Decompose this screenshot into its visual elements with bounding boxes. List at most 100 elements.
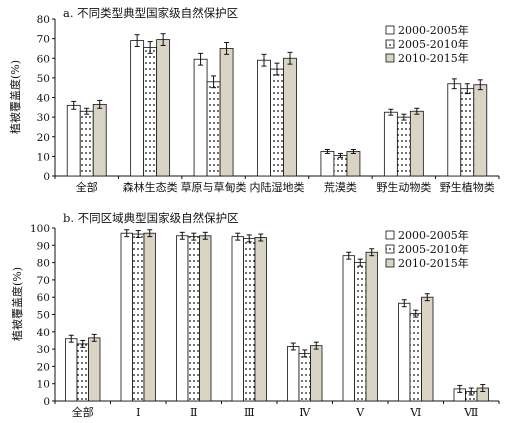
a-ytick-label-6: 60	[37, 53, 50, 65]
b-category-label-7: Ⅶ	[463, 406, 478, 419]
b-bar-2-2	[199, 235, 212, 402]
legend-b-swatch-1	[385, 230, 395, 240]
b-bar-4-1	[298, 353, 311, 402]
a-bar-4-1	[333, 154, 348, 177]
a-category-label-5: 野生动物类	[376, 180, 431, 194]
a-ytick-label-5: 50	[37, 73, 50, 85]
a-bar-3-2	[283, 57, 297, 177]
legend-a-label-3: 2010-2015年	[398, 51, 469, 65]
b-category-label-5: Ⅴ	[355, 406, 365, 419]
b-bar-5-0	[342, 255, 355, 402]
b-bar-6-1	[409, 313, 422, 402]
a-bar-0-0	[66, 104, 81, 177]
b-bar-0-2	[88, 337, 101, 402]
a-bar-6-1	[460, 88, 475, 177]
b-ytick-label-7: 70	[37, 275, 50, 287]
legend-a-label-2: 2005-2010年	[398, 37, 469, 51]
a-bar-0-1	[79, 110, 94, 177]
panel-a-plot: 0 10 20 30 40 50 60 70 80 全部 森林生态类 草原与草甸类 内陆湿地类 荒漠类 野生…	[37, 14, 500, 194]
b-category-label-4: Ⅳ	[299, 406, 311, 419]
b-ytick-label-9: 90	[37, 240, 50, 252]
b-bar-1-2	[143, 232, 156, 402]
b-bar-0-1	[76, 343, 89, 402]
b-category-label-1: Ⅰ	[136, 406, 140, 419]
b-bar-4-0	[287, 346, 300, 402]
b-category-label-3: Ⅲ	[244, 406, 255, 419]
a-bar-2-1	[206, 81, 221, 177]
a-bar-1-1	[143, 47, 158, 177]
b-ytick-label-3: 30	[37, 344, 50, 356]
b-ytick-label-1: 10	[37, 379, 50, 391]
panel-a-legend: 2000-2005年 2005-2010年 2010-2015年	[385, 23, 469, 65]
b-bar-5-1	[354, 262, 367, 402]
panel-b-legend: 2000-2005年 2005-2010年 2010-2015年	[385, 228, 469, 270]
b-bar-0-0	[65, 338, 78, 402]
b-category-label-2: Ⅱ	[190, 406, 197, 419]
legend-b-label-1: 2000-2005年	[398, 228, 469, 242]
a-category-label-4: 荒漠类	[324, 180, 357, 194]
b-bar-6-0	[398, 302, 411, 402]
b-ytick-label-0: 0	[43, 396, 50, 408]
legend-a-swatch-2	[385, 39, 395, 49]
a-bar-2-0	[193, 58, 208, 177]
b-category-label-6: Ⅵ	[409, 406, 421, 419]
b-ytick-label-4: 40	[37, 327, 50, 339]
a-ytick-label-8: 80	[37, 14, 50, 26]
a-bar-4-0	[320, 151, 335, 177]
a-ytick-label-7: 70	[37, 34, 50, 46]
b-ytick-label-6: 60	[37, 292, 50, 304]
b-bar-1-0	[120, 232, 133, 402]
panel-b: b. 不同区域典型国家级自然保护区 植被覆盖度(%) 0 10 20 30 40 50 60…	[10, 211, 500, 419]
b-bar-1-1	[132, 233, 145, 402]
legend-a-swatch-3	[385, 53, 395, 63]
a-ytick-label-2: 20	[37, 132, 50, 144]
b-bar-2-0	[176, 235, 189, 402]
legend-b-label-2: 2005-2010年	[398, 242, 469, 256]
panel-a: a. 不同类型典型国家级自然保护区 植被覆盖度(%) 0 10 20 30 40 50 60…	[8, 6, 500, 194]
legend-a-label-1: 2000-2005年	[398, 23, 469, 37]
panel-b-plot: 0 10 20 30 40 50 60 70 80 90 100 全部 Ⅰ Ⅱ Ⅲ Ⅳ Ⅴ Ⅵ Ⅶ	[30, 223, 500, 419]
panel-b-ylabel: 植被覆盖度(%)	[10, 267, 24, 341]
panel-a-ylabel: 植被覆盖度(%)	[8, 60, 22, 134]
a-category-label-1: 森林生态类	[123, 180, 178, 194]
panel-a-title: a. 不同类型典型国家级自然保护区	[63, 6, 238, 20]
a-bar-3-1	[270, 68, 284, 177]
a-bar-6-2	[473, 84, 488, 177]
a-bar-5-2	[409, 110, 424, 177]
b-ytick-label-2: 20	[37, 361, 50, 373]
a-ytick-label-1: 10	[37, 151, 50, 163]
a-category-label-2: 草原与草甸类	[181, 180, 247, 194]
b-bar-2-1	[187, 236, 200, 402]
a-bar-0-2	[92, 103, 107, 177]
legend-b-swatch-2	[385, 244, 395, 254]
a-bar-6-0	[447, 83, 462, 177]
b-bar-3-2	[254, 237, 267, 402]
a-category-label-6: 野生植物类	[440, 180, 495, 194]
b-bar-6-2	[421, 296, 434, 402]
b-ytick-label-5: 50	[37, 310, 50, 322]
a-bar-4-2	[346, 151, 361, 177]
b-bar-3-1	[243, 237, 256, 402]
a-ytick-label-3: 30	[37, 112, 50, 124]
b-ytick-label-10: 100	[30, 223, 50, 235]
b-category-label-0: 全部	[72, 405, 94, 419]
a-bar-1-0	[130, 40, 145, 177]
legend-b-swatch-3	[385, 258, 395, 268]
a-category-label-0: 全部	[76, 180, 98, 194]
b-bar-3-0	[231, 236, 244, 402]
legend-a-swatch-1	[385, 25, 395, 35]
a-bar-5-0	[383, 111, 398, 177]
a-category-label-3: 内陆湿地类	[250, 180, 305, 194]
b-ytick-label-8: 80	[37, 258, 50, 270]
panel-b-title: b. 不同区域典型国家级自然保护区	[63, 211, 239, 225]
a-bar-1-2	[156, 39, 171, 177]
a-ytick-label-4: 40	[37, 93, 50, 105]
a-bar-5-1	[396, 116, 411, 177]
b-bar-4-2	[310, 345, 323, 402]
legend-b-label-3: 2010-2015年	[398, 256, 469, 270]
b-bar-5-2	[365, 251, 378, 402]
a-bar-3-0	[257, 59, 271, 177]
a-ytick-label-0: 0	[43, 171, 50, 183]
a-bar-2-2	[219, 48, 234, 177]
